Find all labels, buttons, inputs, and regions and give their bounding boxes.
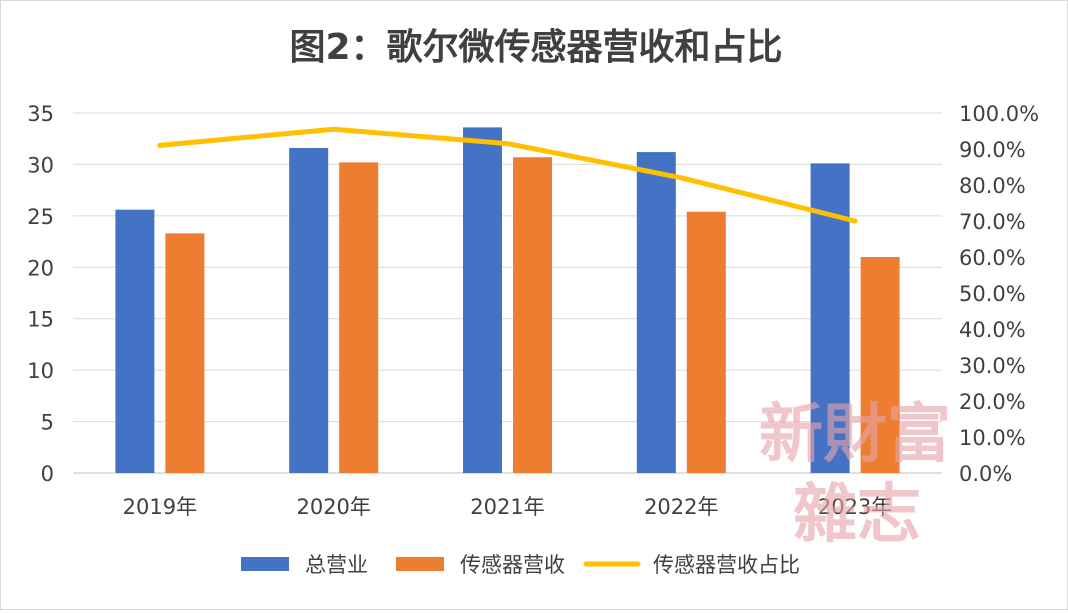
chart-legend: 总营业 传感器营收 传感器营收占比 xyxy=(241,553,800,577)
legend-sensor-revenue-label: 传感器营收 xyxy=(460,553,565,577)
right-tick-label: 100.0% xyxy=(959,102,1039,126)
watermark-line-2: 雜志 xyxy=(793,477,921,552)
x-axis-ticks: 2019年 2020年 2021年 2022年 2023年 xyxy=(123,495,893,519)
right-tick-label: 20.0% xyxy=(959,390,1026,414)
sensor-revenue-bar xyxy=(339,162,379,473)
left-tick-label: 30 xyxy=(27,153,54,177)
x-tick-label: 2019年 xyxy=(123,495,197,519)
sensor-revenue-bar xyxy=(513,157,552,473)
sensor-revenue-bar xyxy=(860,257,900,473)
right-axis-ticks: 0.0% 10.0% 20.0% 30.0% 40.0% 50.0% 60.0% 70.0% 8… xyxy=(959,102,1039,486)
legend-sensor-revenue-swatch xyxy=(396,557,444,571)
legend-total-revenue-swatch xyxy=(241,557,289,571)
legend-total-revenue-label: 总营业 xyxy=(305,553,368,577)
total-revenue-bar xyxy=(636,152,676,474)
total-revenue-bar xyxy=(463,127,502,474)
total-revenue-bar xyxy=(289,147,329,473)
right-tick-label: 50.0% xyxy=(959,282,1026,306)
x-tick-label: 2022年 xyxy=(644,495,718,519)
right-tick-label: 10.0% xyxy=(959,426,1026,450)
sensor-revenue-bar xyxy=(686,211,726,473)
x-tick-label: 2023年 xyxy=(818,495,892,519)
left-axis-ticks: 0 5 10 15 20 25 30 35 xyxy=(27,102,54,486)
left-tick-label: 35 xyxy=(27,102,54,126)
chart-title: 图2：歌尔微传感器营收和占比 xyxy=(289,27,782,68)
left-tick-label: 20 xyxy=(27,256,54,280)
bar-series xyxy=(115,127,900,474)
right-tick-label: 40.0% xyxy=(959,318,1026,342)
left-tick-label: 15 xyxy=(27,308,54,332)
share-line-series xyxy=(157,126,858,224)
x-tick-label: 2020年 xyxy=(296,495,370,519)
x-tick-label: 2021年 xyxy=(470,495,544,519)
left-tick-label: 25 xyxy=(27,205,54,229)
sensor-revenue-bar xyxy=(165,233,205,473)
right-tick-label: 90.0% xyxy=(959,138,1026,162)
total-revenue-bar xyxy=(115,209,155,473)
watermark-line-1: 新財富 xyxy=(759,397,951,472)
right-tick-label: 0.0% xyxy=(959,462,1012,486)
left-tick-label: 5 xyxy=(41,411,54,435)
right-tick-label: 70.0% xyxy=(959,210,1026,234)
right-tick-label: 60.0% xyxy=(959,246,1026,270)
right-tick-label: 80.0% xyxy=(959,174,1026,198)
left-tick-label: 10 xyxy=(27,359,54,383)
right-tick-label: 30.0% xyxy=(959,354,1026,378)
gridlines xyxy=(73,112,942,474)
left-tick-label: 0 xyxy=(41,462,54,486)
share-line xyxy=(157,126,858,224)
legend-sensor-share-label: 传感器营收占比 xyxy=(653,553,800,577)
watermark: 新財富 雜志 xyxy=(759,397,951,552)
